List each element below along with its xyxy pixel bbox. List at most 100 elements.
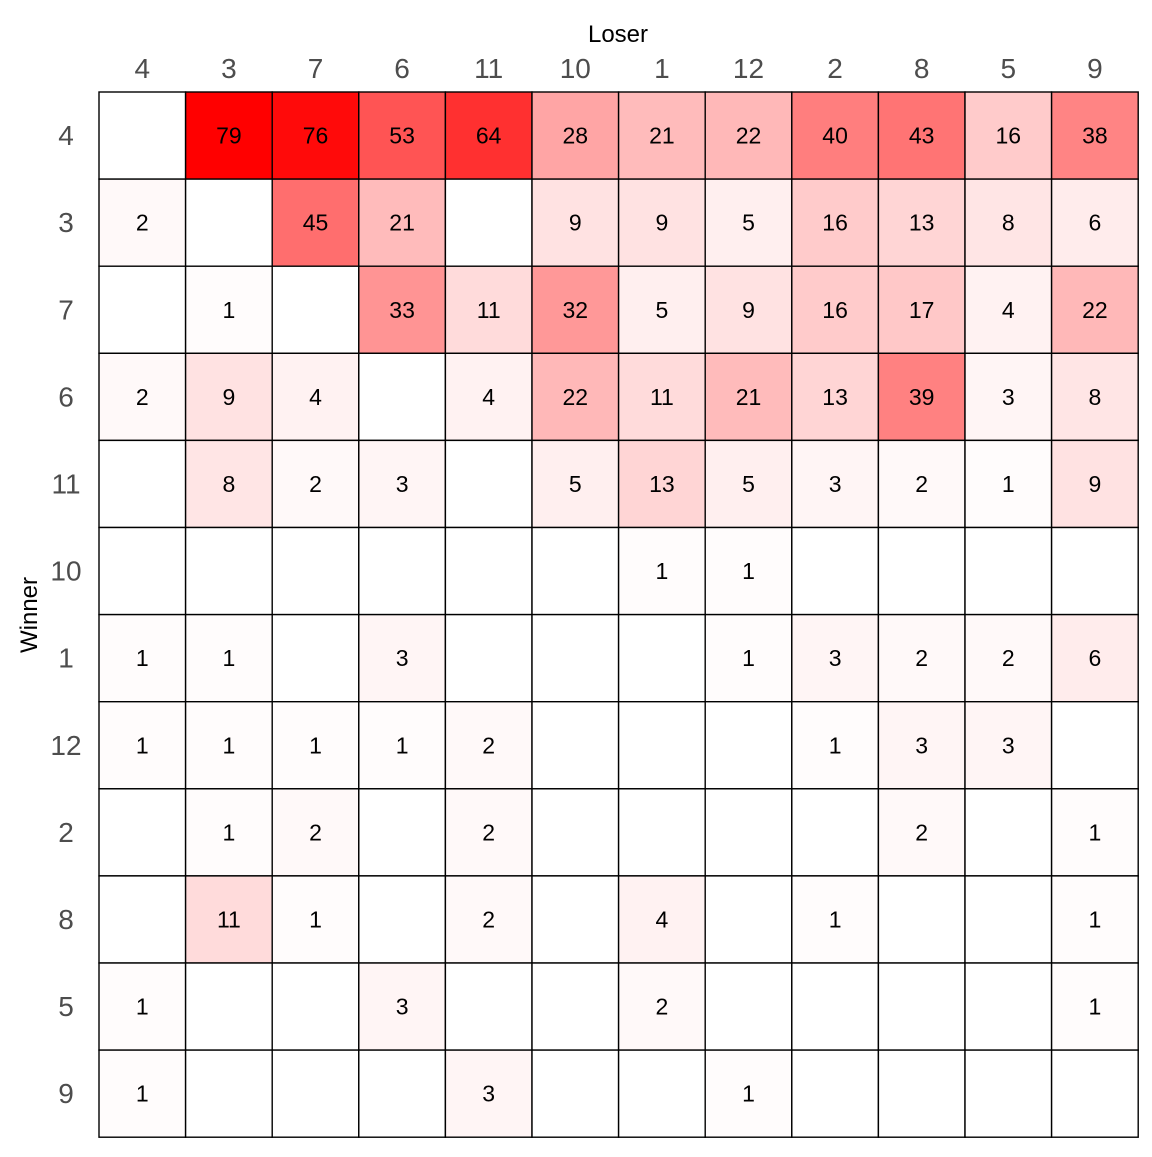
heatmap-cell [705, 789, 792, 876]
heatmap-cell [99, 876, 186, 963]
cell-value-label: 32 [563, 297, 589, 323]
cell-value-label: 13 [909, 210, 935, 236]
y-tick-label: 2 [58, 817, 74, 848]
cell-value-label: 2 [915, 819, 928, 845]
heatmap-cell [272, 266, 359, 353]
cell-value-label: 1 [136, 732, 149, 758]
heatmap-cell [445, 440, 532, 527]
cell-value-label: 40 [822, 123, 848, 149]
cell-value-label: 6 [1089, 645, 1102, 671]
heatmap-cell [705, 702, 792, 789]
heatmap-cells [99, 92, 1138, 1137]
cell-value-label: 3 [1002, 384, 1015, 410]
heatmap-cell [619, 789, 706, 876]
cell-value-label: 11 [217, 906, 241, 932]
heatmap-cell [532, 615, 619, 702]
heatmap-cell [619, 1050, 706, 1137]
cell-value-label: 4 [1002, 297, 1015, 323]
heatmap-cell [99, 440, 186, 527]
cell-value-label: 2 [656, 994, 669, 1020]
cell-value-label: 8 [1002, 210, 1015, 236]
y-tick-label: 10 [50, 556, 81, 587]
cell-value-label: 4 [309, 384, 322, 410]
x-tick-label: 8 [914, 53, 930, 84]
heatmap-cell [359, 1050, 446, 1137]
heatmap-cell [186, 528, 273, 615]
cell-value-label: 8 [223, 471, 236, 497]
x-tick-label: 10 [560, 53, 591, 84]
x-tick-label: 12 [733, 53, 764, 84]
cell-value-label: 21 [736, 384, 762, 410]
cell-value-label: 3 [396, 471, 409, 497]
heatmap-cell [99, 266, 186, 353]
heatmap-cell [792, 789, 879, 876]
heatmap-cell [272, 528, 359, 615]
cell-value-label: 3 [396, 994, 409, 1020]
cell-value-label: 1 [1002, 471, 1015, 497]
heatmap-cell [705, 876, 792, 963]
heatmap-cell [705, 963, 792, 1050]
y-tick-label: 8 [58, 904, 74, 935]
heatmap-cell [878, 876, 965, 963]
heatmap-cell [359, 353, 446, 440]
cell-value-label: 9 [569, 210, 582, 236]
cell-value-label: 11 [650, 384, 674, 410]
y-tick-label: 4 [58, 120, 74, 151]
heatmap-cell [965, 528, 1052, 615]
y-tick-label: 5 [58, 991, 74, 1022]
cell-value-label: 3 [1002, 732, 1015, 758]
x-tick-label: 4 [135, 53, 151, 84]
heatmap-cell [532, 876, 619, 963]
x-tick-label: 7 [308, 53, 324, 84]
heatmap-cell [186, 1050, 273, 1137]
cell-value-label: 9 [656, 210, 669, 236]
cell-value-label: 1 [829, 906, 842, 932]
cell-value-label: 5 [569, 471, 582, 497]
cell-value-label: 1 [223, 645, 236, 671]
cell-value-label: 3 [829, 645, 842, 671]
cell-value-label: 4 [656, 906, 669, 932]
heatmap-cell [792, 1050, 879, 1137]
cell-value-label: 45 [303, 210, 329, 236]
cell-value-label: 28 [563, 123, 589, 149]
cell-value-label: 2 [136, 210, 149, 236]
cell-value-label: 1 [742, 558, 755, 584]
heatmap-cell [272, 1050, 359, 1137]
heatmap-cell [532, 702, 619, 789]
cell-value-label: 1 [223, 297, 236, 323]
heatmap-cell [359, 789, 446, 876]
cell-value-label: 3 [482, 1081, 495, 1107]
cell-value-label: 5 [742, 210, 755, 236]
y-tick-label: 3 [58, 207, 74, 238]
x-axis-title: Loser [588, 21, 648, 48]
heatmap-cell [532, 528, 619, 615]
cell-value-label: 2 [309, 471, 322, 497]
heatmap-cell [445, 615, 532, 702]
heatmap-cell [1052, 702, 1139, 789]
cell-value-label: 1 [309, 732, 322, 758]
heatmap-cell [272, 963, 359, 1050]
cell-value-label: 13 [822, 384, 848, 410]
cell-value-label: 8 [1089, 384, 1102, 410]
cell-value-label: 2 [136, 384, 149, 410]
cell-value-label: 1 [396, 732, 409, 758]
cell-value-label: 3 [396, 645, 409, 671]
cell-value-label: 6 [1089, 210, 1102, 236]
heatmap-cell [878, 963, 965, 1050]
heatmap-cell [186, 179, 273, 266]
cell-value-label: 3 [829, 471, 842, 497]
x-tick-label: 1 [654, 53, 670, 84]
cell-value-label: 39 [909, 384, 935, 410]
heatmap-cell [965, 963, 1052, 1050]
y-tick-label: 12 [50, 730, 81, 761]
cell-value-label: 1 [136, 645, 149, 671]
cell-value-label: 38 [1082, 123, 1108, 149]
cell-value-label: 64 [476, 123, 502, 149]
heatmap-cell [965, 876, 1052, 963]
heatmap-cell [445, 963, 532, 1050]
heatmap-cell [532, 1050, 619, 1137]
cell-value-label: 2 [1002, 645, 1015, 671]
heatmap-cell [359, 876, 446, 963]
